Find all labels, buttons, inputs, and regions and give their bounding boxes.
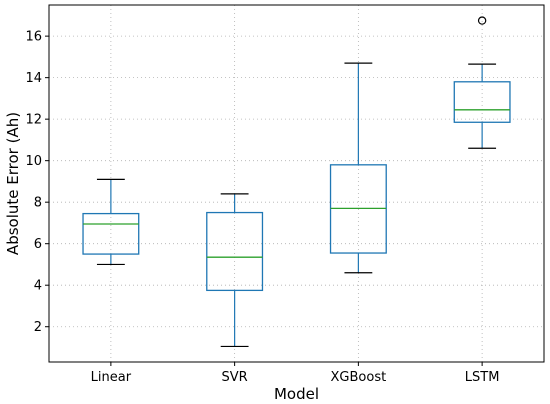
box-lstm <box>453 16 511 149</box>
box-svr <box>206 193 264 348</box>
y-tick-label: 10 <box>25 154 42 169</box>
x-tick-label: XGBoost <box>331 370 387 385</box>
x-tick-label: SVR <box>222 370 248 385</box>
boxes <box>82 16 511 348</box>
y-tick-label: 8 <box>34 196 42 211</box>
outlier-point <box>477 16 487 25</box>
y-tick-label: 4 <box>34 279 42 294</box>
iqr-box <box>453 81 511 123</box>
y-tick-label: 16 <box>25 30 42 45</box>
x-tick-label: LSTM <box>465 370 500 385</box>
y-tick-label: 12 <box>25 113 42 128</box>
box-linear <box>82 178 140 266</box>
x-tick-label: Linear <box>91 370 132 385</box>
y-tick-label: 6 <box>34 237 42 252</box>
y-tick-label: 2 <box>34 320 42 335</box>
y-tick-label: 14 <box>25 71 42 86</box>
grid-lines <box>49 5 544 362</box>
y-axis-label: Absolute Error (Ah) <box>4 112 22 255</box>
x-axis-label: Model <box>274 385 319 403</box>
iqr-box <box>206 211 264 292</box>
box-xgboost <box>329 62 387 274</box>
plot-area-frame <box>48 4 545 363</box>
iqr-box <box>82 212 140 255</box>
axis-ticks: 2 4 6 8 10 12 14 16 Linear SVR XGBoost LSTM <box>25 30 499 385</box>
